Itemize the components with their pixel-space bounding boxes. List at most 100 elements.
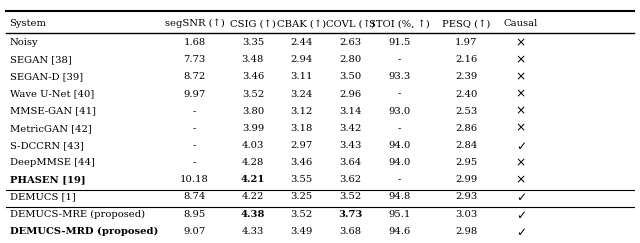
Text: 9.07: 9.07: [184, 227, 205, 236]
Text: 3.46: 3.46: [290, 158, 312, 167]
Text: Causal: Causal: [504, 19, 538, 28]
Text: 2.95: 2.95: [455, 158, 477, 167]
Text: PHASEN [19]: PHASEN [19]: [10, 175, 85, 184]
Text: 2.86: 2.86: [455, 124, 477, 133]
Text: 7.73: 7.73: [184, 55, 205, 64]
Text: PESQ (↑): PESQ (↑): [442, 19, 490, 28]
Text: 2.84: 2.84: [455, 141, 477, 150]
Text: 2.80: 2.80: [339, 55, 361, 64]
Text: 3.52: 3.52: [339, 192, 361, 201]
Text: 4.33: 4.33: [242, 227, 264, 236]
Text: 3.12: 3.12: [290, 107, 312, 116]
Text: segSNR (↑): segSNR (↑): [164, 19, 225, 28]
Text: 94.0: 94.0: [388, 141, 411, 150]
Text: $\checkmark$: $\checkmark$: [516, 225, 525, 238]
Text: 3.03: 3.03: [455, 210, 477, 219]
Text: 2.98: 2.98: [455, 227, 477, 236]
Text: 3.43: 3.43: [339, 141, 362, 150]
Text: 2.40: 2.40: [455, 90, 477, 99]
Text: 93.3: 93.3: [388, 72, 411, 81]
Text: 2.99: 2.99: [455, 175, 477, 184]
Text: Noisy: Noisy: [10, 38, 38, 47]
Text: 2.44: 2.44: [290, 38, 312, 47]
Text: 3.68: 3.68: [339, 227, 361, 236]
Text: 3.48: 3.48: [242, 55, 264, 64]
Text: -: -: [398, 175, 401, 184]
Text: 94.8: 94.8: [388, 192, 411, 201]
Text: 8.72: 8.72: [184, 72, 205, 81]
Text: 1.68: 1.68: [184, 38, 205, 47]
Text: 4.28: 4.28: [242, 158, 264, 167]
Text: 2.94: 2.94: [290, 55, 312, 64]
Text: $\checkmark$: $\checkmark$: [516, 191, 525, 203]
Text: 3.11: 3.11: [290, 72, 312, 81]
Text: DEMUCS-MRE (proposed): DEMUCS-MRE (proposed): [10, 209, 145, 219]
Text: 95.1: 95.1: [388, 210, 411, 219]
Text: $\times$: $\times$: [515, 70, 526, 83]
Text: 4.38: 4.38: [241, 210, 265, 219]
Text: COVL (↑): COVL (↑): [326, 19, 374, 28]
Text: 91.5: 91.5: [388, 38, 411, 47]
Text: 3.49: 3.49: [290, 227, 312, 236]
Text: $\times$: $\times$: [515, 87, 526, 101]
Text: $\times$: $\times$: [515, 53, 526, 66]
Text: 2.96: 2.96: [339, 90, 361, 99]
Text: -: -: [398, 55, 401, 64]
Text: 3.73: 3.73: [338, 210, 362, 219]
Text: 3.62: 3.62: [339, 175, 361, 184]
Text: $\times$: $\times$: [515, 173, 526, 186]
Text: -: -: [193, 141, 196, 150]
Text: STOI (%, ↑): STOI (%, ↑): [369, 19, 430, 28]
Text: 3.24: 3.24: [290, 90, 312, 99]
Text: 3.99: 3.99: [242, 124, 264, 133]
Text: $\times$: $\times$: [515, 156, 526, 169]
Text: 94.6: 94.6: [388, 227, 411, 236]
Text: MMSE-GAN [41]: MMSE-GAN [41]: [10, 107, 95, 116]
Text: -: -: [193, 158, 196, 167]
Text: MetricGAN [42]: MetricGAN [42]: [10, 124, 92, 133]
Text: 3.50: 3.50: [339, 72, 361, 81]
Text: 3.64: 3.64: [339, 158, 361, 167]
Text: 3.52: 3.52: [242, 90, 264, 99]
Text: 93.0: 93.0: [388, 107, 411, 116]
Text: SEGAN [38]: SEGAN [38]: [10, 55, 71, 64]
Text: 3.35: 3.35: [242, 38, 264, 47]
Text: 1.97: 1.97: [455, 38, 477, 47]
Text: 4.21: 4.21: [241, 175, 265, 184]
Text: 2.39: 2.39: [455, 72, 477, 81]
Text: System: System: [10, 19, 47, 28]
Text: 4.03: 4.03: [242, 141, 264, 150]
Text: 8.95: 8.95: [184, 210, 205, 219]
Text: -: -: [193, 124, 196, 133]
Text: 2.97: 2.97: [290, 141, 312, 150]
Text: $\times$: $\times$: [515, 105, 526, 118]
Text: 3.55: 3.55: [290, 175, 312, 184]
Text: 4.22: 4.22: [242, 192, 264, 201]
Text: 3.18: 3.18: [290, 124, 312, 133]
Text: S-DCCRN [43]: S-DCCRN [43]: [10, 141, 83, 150]
Text: CBAK (↑): CBAK (↑): [276, 19, 326, 28]
Text: DEMUCS [1]: DEMUCS [1]: [10, 192, 76, 201]
Text: $\times$: $\times$: [515, 36, 526, 49]
Text: 94.0: 94.0: [388, 158, 411, 167]
Text: 2.16: 2.16: [455, 55, 477, 64]
Text: $\checkmark$: $\checkmark$: [516, 208, 525, 221]
Text: -: -: [398, 124, 401, 133]
Text: Wave U-Net [40]: Wave U-Net [40]: [10, 90, 94, 99]
Text: 3.80: 3.80: [242, 107, 264, 116]
Text: -: -: [398, 90, 401, 99]
Text: $\times$: $\times$: [515, 122, 526, 135]
Text: DeepMMSE [44]: DeepMMSE [44]: [10, 158, 95, 167]
Text: 3.52: 3.52: [290, 210, 312, 219]
Text: 2.53: 2.53: [455, 107, 477, 116]
Text: -: -: [193, 107, 196, 116]
Text: 2.63: 2.63: [339, 38, 361, 47]
Text: CSIG (↑): CSIG (↑): [230, 19, 276, 28]
Text: 3.46: 3.46: [242, 72, 264, 81]
Text: $\checkmark$: $\checkmark$: [516, 139, 525, 152]
Text: 3.14: 3.14: [339, 107, 362, 116]
Text: 10.18: 10.18: [180, 175, 209, 184]
Text: SEGAN-D [39]: SEGAN-D [39]: [10, 72, 83, 81]
Text: 8.74: 8.74: [184, 192, 205, 201]
Text: 2.93: 2.93: [455, 192, 477, 201]
